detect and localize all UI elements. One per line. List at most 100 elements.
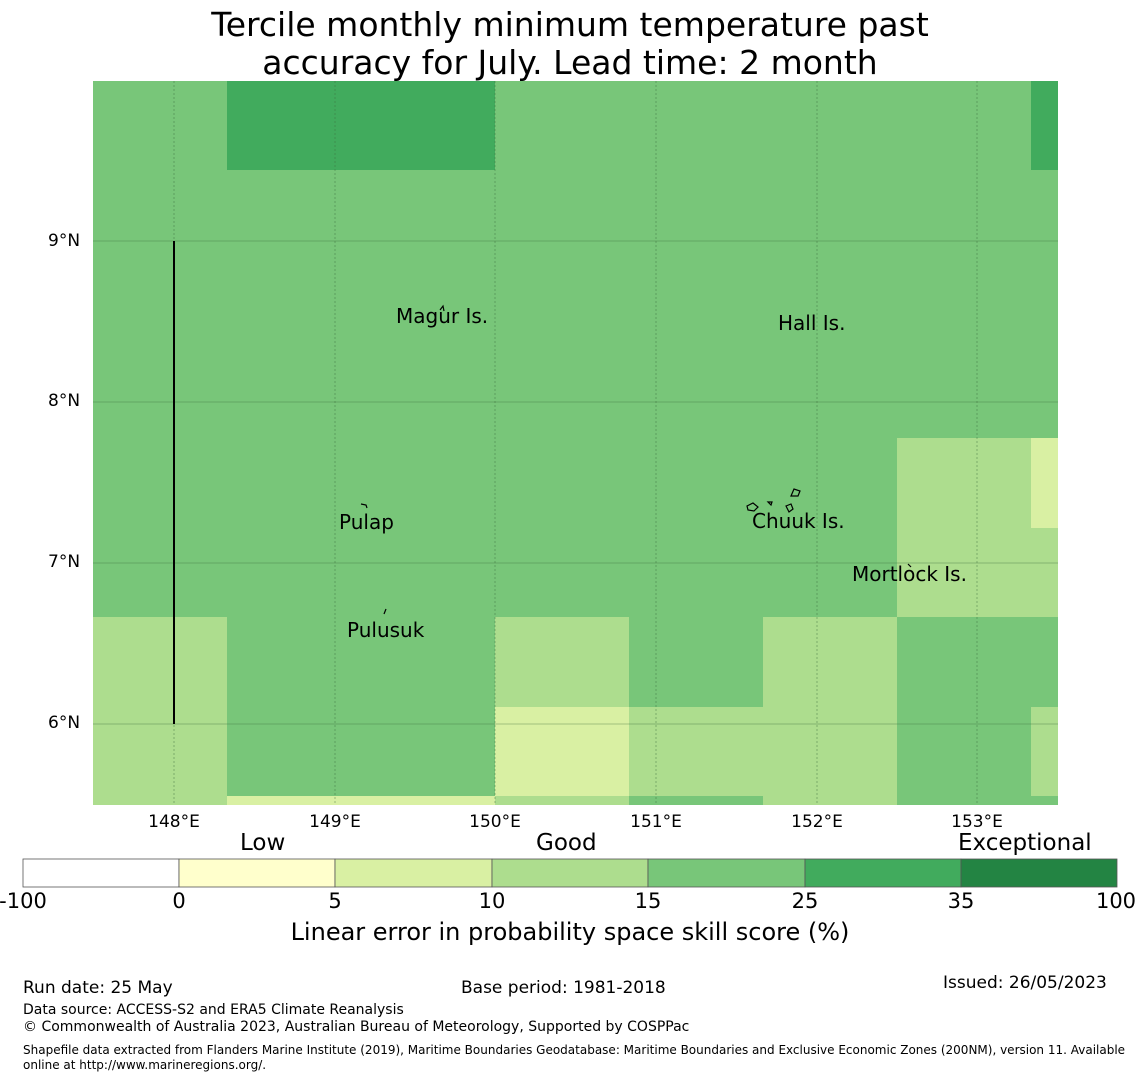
lat-label-7n: 7°N bbox=[48, 552, 81, 572]
grid-cell bbox=[227, 796, 361, 805]
colorbar-tick: 100 bbox=[1095, 889, 1137, 913]
grid-cell bbox=[227, 259, 361, 349]
grid-cell bbox=[629, 796, 763, 805]
island-label-pulusuk: Pulusuk bbox=[347, 618, 425, 642]
grid-cell bbox=[495, 796, 629, 805]
grid-cell bbox=[1031, 617, 1058, 707]
grid-cell bbox=[897, 617, 1031, 707]
island-label-mortlock: Mortlock Is. bbox=[852, 562, 967, 586]
colorbar-tick: 25 bbox=[791, 889, 819, 913]
colorbar-segment bbox=[334, 858, 493, 888]
grid-cell bbox=[629, 349, 763, 438]
colorbar-category-exceptional: Exceptional bbox=[958, 830, 1092, 856]
map-title: Tercile monthly minimum temperature past… bbox=[0, 6, 1140, 82]
grid-cell bbox=[629, 259, 763, 349]
title-line-2: accuracy for July. Lead time: 2 month bbox=[262, 43, 878, 82]
grid-cell bbox=[227, 81, 361, 170]
grid-cell bbox=[1031, 170, 1058, 259]
grid-cell bbox=[93, 170, 227, 259]
grid-cell bbox=[361, 438, 495, 528]
pulusuk-outline bbox=[383, 608, 387, 615]
data-source: Data source: ACCESS-S2 and ERA5 Climate … bbox=[23, 1002, 404, 1018]
grid-cell bbox=[1031, 707, 1058, 796]
grid-cell bbox=[93, 438, 227, 528]
colorbar-tick: 35 bbox=[947, 889, 975, 913]
grid-cell bbox=[897, 528, 1031, 617]
colorbar-segment bbox=[804, 858, 962, 888]
colorbar-title: Linear error in probability space skill … bbox=[290, 918, 850, 946]
grid-cell bbox=[897, 707, 1031, 796]
grid-cell bbox=[763, 438, 897, 528]
colorbar bbox=[22, 858, 1118, 888]
lon-label-149e: 149°E bbox=[309, 812, 361, 832]
grid-cell bbox=[897, 170, 1031, 259]
lon-label-152e: 152°E bbox=[791, 812, 843, 832]
island-outlines bbox=[360, 304, 912, 615]
grid-cell bbox=[763, 707, 897, 796]
chuuk-outline-4 bbox=[785, 503, 794, 513]
base-period: Base period: 1981-2018 bbox=[461, 978, 666, 998]
lat-label-8n: 8°N bbox=[48, 391, 81, 411]
grid-cell bbox=[1031, 438, 1058, 528]
grid-cell bbox=[629, 528, 763, 617]
colorbar-tick: 0 bbox=[172, 889, 186, 913]
grid-cell bbox=[763, 81, 897, 170]
colorbar-tick: -100 bbox=[0, 889, 47, 913]
grid-cell bbox=[93, 81, 227, 170]
grid-cell bbox=[629, 617, 763, 707]
grid-cell bbox=[495, 617, 629, 707]
grid-cell bbox=[93, 528, 227, 617]
title-line-1: Tercile monthly minimum temperature past bbox=[211, 5, 929, 44]
grid-cell bbox=[1031, 81, 1058, 170]
grid-cell bbox=[495, 81, 629, 170]
grid-cell bbox=[227, 170, 361, 259]
grid-cell bbox=[629, 170, 763, 259]
colorbar-tick: 15 bbox=[634, 889, 662, 913]
grid-cell bbox=[361, 707, 495, 796]
grid-cell bbox=[227, 707, 361, 796]
island-label-chuuk: Chuuk Is. bbox=[752, 509, 845, 533]
grid-cell bbox=[227, 528, 361, 617]
grid-cell bbox=[763, 259, 897, 349]
grid-cell bbox=[763, 617, 897, 707]
grid-cell bbox=[1031, 528, 1058, 617]
skill-grid bbox=[93, 81, 1058, 805]
colorbar-category-low: Low bbox=[240, 830, 286, 856]
chuuk-outline-1 bbox=[790, 488, 801, 497]
magur-outline bbox=[439, 304, 445, 312]
run-date: Run date: 25 May bbox=[23, 978, 173, 998]
lat-label-9n: 9°N bbox=[48, 231, 81, 251]
colorbar-segment bbox=[22, 858, 180, 888]
grid-cell bbox=[763, 528, 897, 617]
chuuk-outline-2 bbox=[746, 502, 759, 512]
grid-cell bbox=[495, 707, 629, 796]
mortlock-outline bbox=[907, 563, 912, 568]
grid-cell bbox=[361, 617, 495, 707]
issued-date: Issued: 26/05/2023 bbox=[943, 973, 1107, 993]
grid-cell bbox=[361, 170, 495, 259]
grid-cell bbox=[495, 438, 629, 528]
grid-cell bbox=[361, 81, 495, 170]
lat-label-6n: 6°N bbox=[48, 713, 81, 733]
pulap-outline bbox=[360, 503, 368, 509]
shapefile-credit: Shapefile data extracted from Flanders M… bbox=[23, 1043, 1126, 1072]
grid-cell bbox=[1031, 259, 1058, 349]
grid-cell bbox=[93, 259, 227, 349]
grid-cell bbox=[897, 438, 1031, 528]
colorbar-segment bbox=[491, 858, 649, 888]
grid-cell bbox=[227, 617, 361, 707]
graticule bbox=[93, 81, 1058, 805]
grid-cell bbox=[361, 528, 495, 617]
grid-cell bbox=[227, 349, 361, 438]
colorbar-category-good: Good bbox=[536, 830, 597, 856]
colorbar-tick: 5 bbox=[328, 889, 342, 913]
grid-cell bbox=[361, 796, 495, 805]
colorbar-segment bbox=[960, 858, 1118, 888]
grid-cell bbox=[763, 796, 897, 805]
colorbar-segment bbox=[647, 858, 806, 888]
grid-cell bbox=[1031, 796, 1058, 805]
lon-label-148e: 148°E bbox=[148, 812, 200, 832]
grid-cell bbox=[495, 259, 629, 349]
grid-cell bbox=[361, 259, 495, 349]
